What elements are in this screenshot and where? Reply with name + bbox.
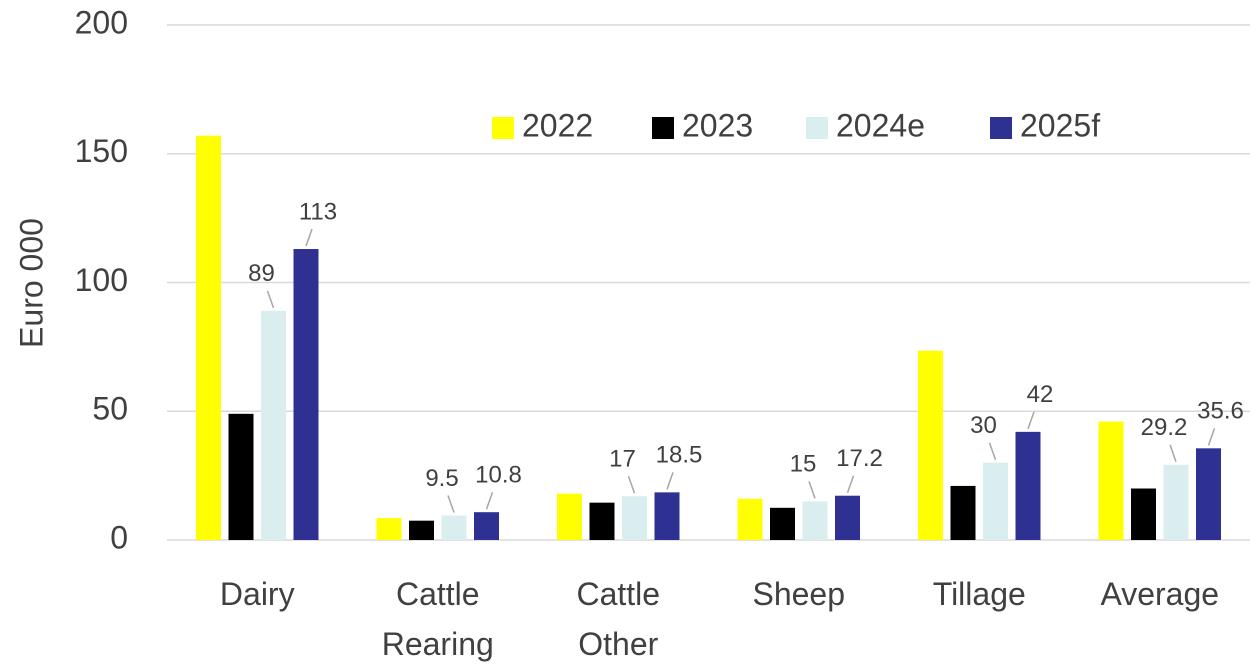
legend-label: 2022: [522, 107, 593, 143]
x-tick-label: Cattle Rearing: [382, 576, 494, 662]
bar: [918, 350, 943, 540]
legend-label: 2024e: [836, 107, 925, 143]
bar: [1131, 488, 1156, 540]
x-tick-label: Average: [1100, 576, 1219, 612]
bar: [228, 413, 254, 540]
y-tick-label: 0: [110, 519, 128, 555]
legend-swatch: [652, 117, 674, 139]
bar: [950, 485, 976, 540]
bar: [802, 501, 828, 540]
bar: [589, 502, 615, 540]
bar: [654, 492, 680, 540]
legend-swatch: [806, 117, 828, 139]
bar: [261, 310, 286, 540]
data-label: 9.5: [425, 465, 458, 492]
data-label: 10.8: [475, 462, 522, 489]
bar: [409, 520, 434, 540]
x-tick-label: Cattle Other: [576, 576, 660, 662]
data-label: 30: [970, 412, 997, 439]
leader-line: [1169, 444, 1177, 463]
legend-label: 2025f: [1020, 107, 1100, 143]
legend-swatch: [492, 117, 514, 139]
data-label: 42: [1027, 381, 1054, 408]
leader-line: [808, 481, 816, 499]
data-label: 17.2: [836, 445, 883, 472]
data-label: 35.6: [1197, 398, 1244, 425]
leader-line: [266, 290, 275, 309]
bar: [983, 462, 1008, 540]
leader-line: [988, 442, 997, 460]
bar: [293, 249, 319, 540]
data-label: 18.5: [656, 442, 703, 469]
bar: [835, 495, 860, 540]
legend-swatch: [990, 117, 1012, 139]
x-tick-label: Sheep: [752, 576, 845, 612]
leader-line: [485, 491, 494, 510]
bar: [737, 498, 763, 540]
bar: [196, 135, 221, 540]
data-label: 17: [609, 446, 636, 473]
bar: [770, 507, 795, 540]
bar: [1196, 448, 1221, 540]
bar: [1098, 421, 1124, 540]
y-tick-label: 50: [92, 391, 128, 427]
leader-line: [666, 472, 674, 490]
data-label: 15: [790, 451, 817, 478]
leader-line: [846, 475, 855, 493]
data-label: 29.2: [1141, 414, 1188, 441]
bar: [557, 493, 582, 540]
x-tick-label: Tillage: [933, 576, 1026, 612]
y-tick-label: 150: [75, 133, 128, 169]
leader-line: [447, 495, 455, 513]
bar: [376, 518, 402, 540]
y-axis-title: Euro 000: [13, 218, 49, 348]
y-tick-label: 100: [75, 262, 128, 298]
bar: [622, 496, 647, 540]
bar: [1163, 464, 1189, 540]
leader-line: [1207, 428, 1216, 446]
bar: [1015, 431, 1041, 540]
leader-line: [305, 228, 313, 247]
legend-label: 2023: [682, 107, 753, 143]
data-label: 89: [248, 260, 275, 287]
bar: [474, 512, 499, 540]
y-tick-label: 200: [75, 4, 128, 40]
x-tick-label: Dairy: [220, 576, 295, 612]
leader-line: [627, 475, 636, 494]
data-label: 113: [299, 198, 337, 225]
bar: [441, 515, 467, 540]
leader-line: [1027, 411, 1035, 430]
